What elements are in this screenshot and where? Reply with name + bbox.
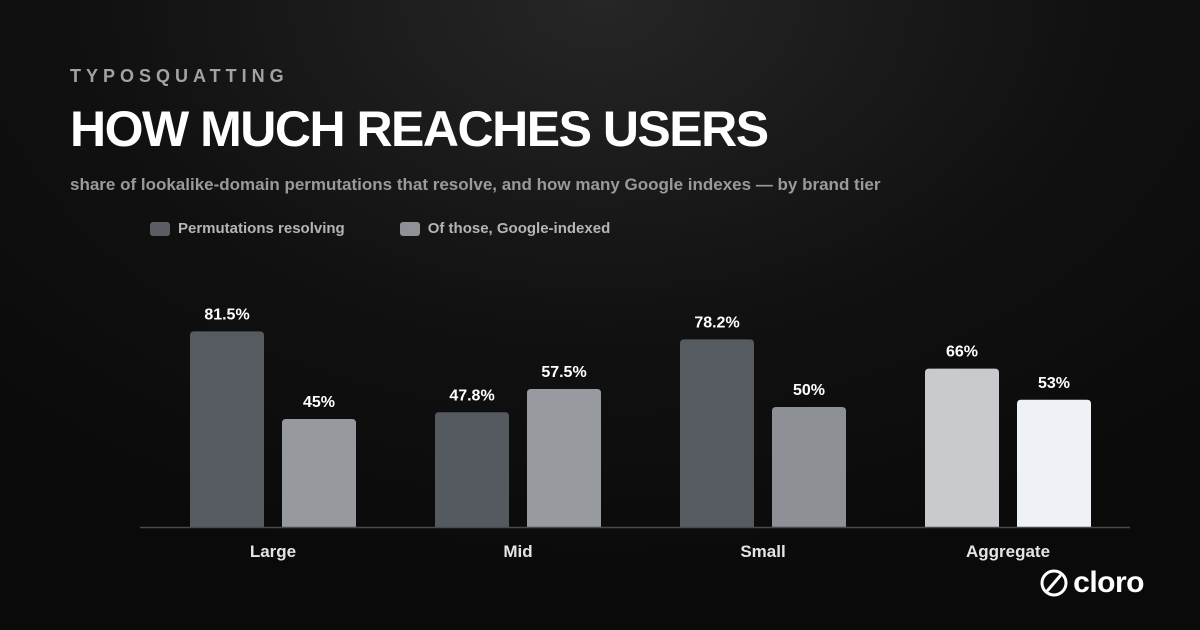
data-label-aggregate-indexed: 53%: [1038, 375, 1070, 392]
data-label-mid-resolving: 47.8%: [449, 387, 494, 404]
bar-large-indexed: [282, 419, 356, 527]
page-title: HOW MUCH REACHES USERS: [70, 101, 769, 157]
chart-legend: Permutations resolving Of those, Google-…: [150, 220, 665, 237]
slashed-circle-icon: [1040, 569, 1068, 597]
bar-mid-indexed: [527, 389, 601, 527]
legend-item-resolving: Permutations resolving: [150, 220, 345, 237]
legend-swatch-indexed: [399, 221, 420, 236]
x-tick-label-mid: Mid: [503, 542, 532, 561]
bar-aggregate-indexed: [1017, 399, 1091, 527]
bar-small-resolving: [680, 339, 754, 527]
bar-small-indexed: [772, 407, 846, 527]
data-label-large-resolving: 81.5%: [204, 306, 249, 323]
bar-large-resolving: [190, 331, 264, 527]
x-tick-label-aggregate: Aggregate: [966, 542, 1050, 561]
legend-item-indexed: Of those, Google-indexed: [399, 220, 611, 237]
legend-label-indexed: Of those, Google-indexed: [427, 220, 611, 237]
brand-name: cloro: [1073, 566, 1144, 599]
bar-aggregate-resolving: [925, 368, 999, 527]
bar-mid-resolving: [435, 412, 509, 527]
x-tick-label-small: Small: [740, 542, 785, 561]
data-label-aggregate-resolving: 66%: [946, 344, 978, 361]
brand-logo: cloro: [1039, 566, 1144, 600]
eyebrow-label: TYPOSQUATTING: [70, 66, 289, 86]
x-tick-label-large: Large: [250, 542, 296, 561]
legend-label-resolving: Permutations resolving: [178, 220, 345, 237]
data-label-large-indexed: 45%: [303, 394, 335, 411]
data-label-small-resolving: 78.2%: [694, 314, 739, 331]
chart-subtitle: share of lookalike-domain permutations t…: [70, 175, 881, 194]
legend-swatch-resolving: [150, 221, 170, 236]
data-label-mid-indexed: 57.5%: [541, 364, 586, 381]
data-label-small-indexed: 50%: [793, 382, 825, 399]
